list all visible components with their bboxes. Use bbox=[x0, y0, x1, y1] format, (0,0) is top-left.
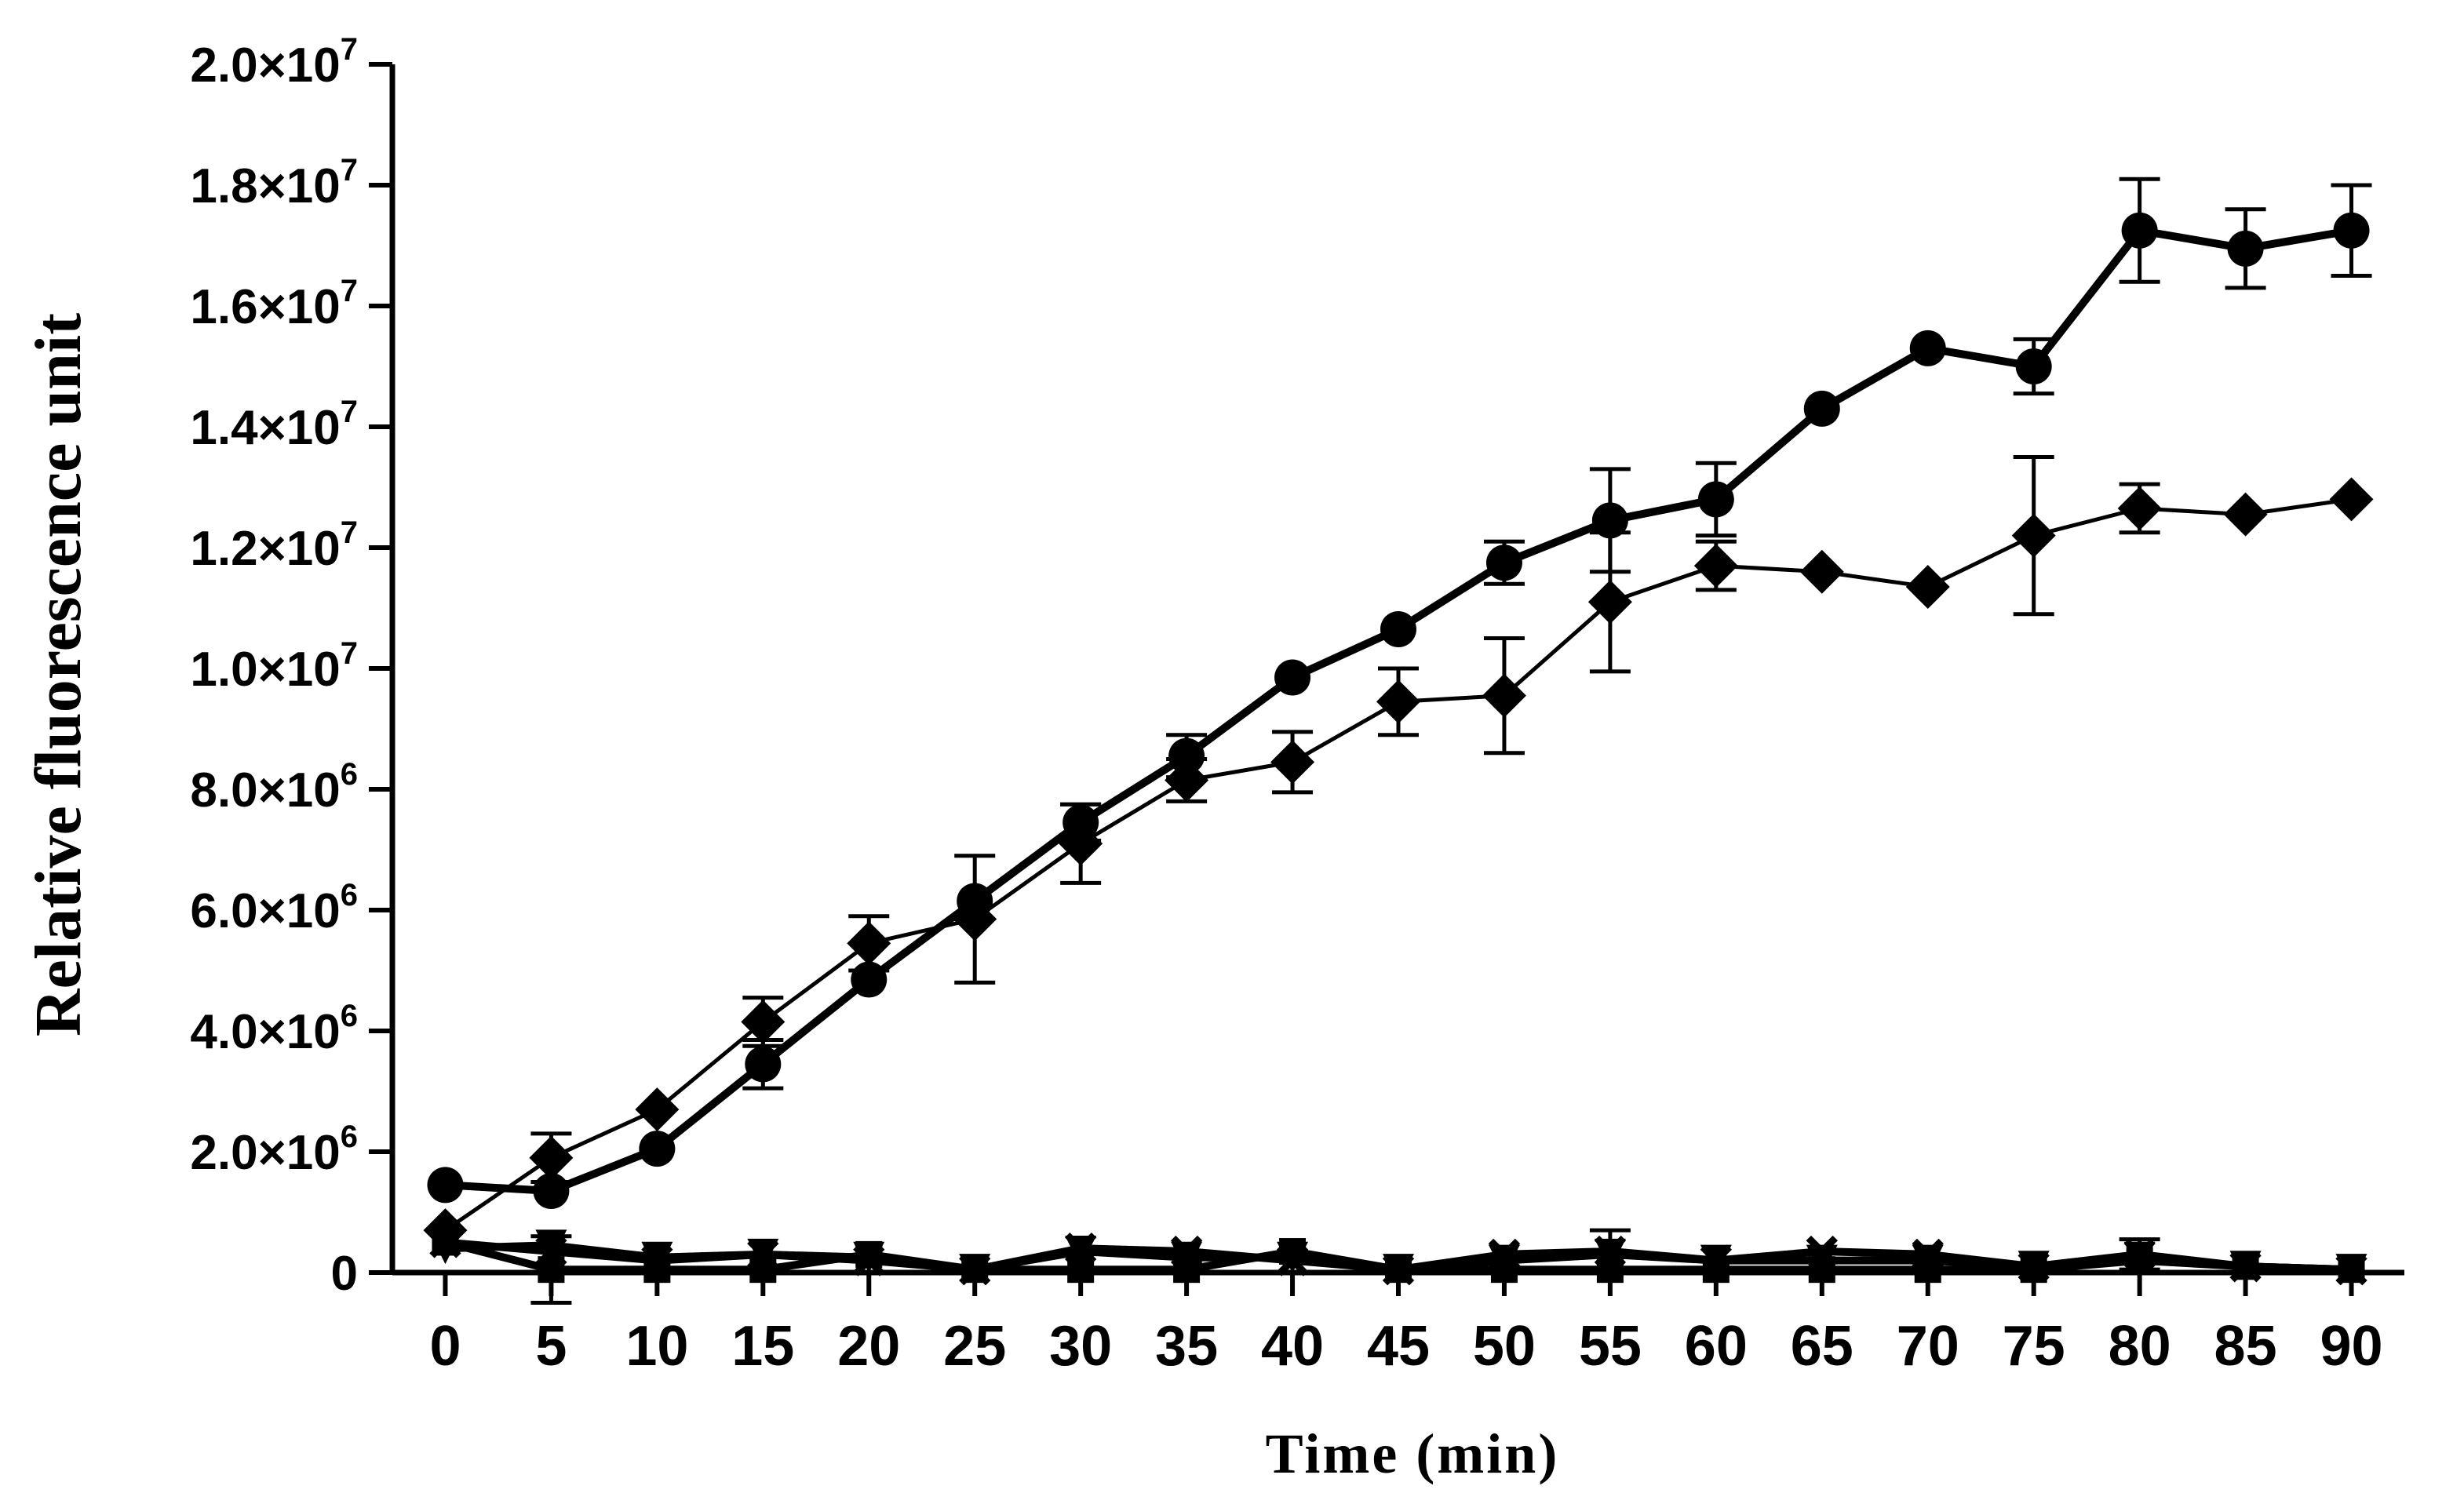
data-point bbox=[635, 1087, 680, 1132]
data-point bbox=[1700, 1244, 1732, 1276]
x-tick-label: 15 bbox=[731, 1315, 794, 1378]
data-point bbox=[1270, 740, 1315, 785]
data-point bbox=[1591, 502, 1628, 539]
data-point bbox=[2015, 348, 2052, 384]
y-tick-label: 1.6×107 bbox=[190, 274, 358, 334]
x-tick-label: 20 bbox=[837, 1315, 900, 1378]
series-circle bbox=[427, 177, 2372, 1210]
data-point bbox=[2123, 1241, 2156, 1273]
data-point bbox=[1059, 821, 1103, 866]
series-line bbox=[444, 497, 2352, 1233]
data-point bbox=[1909, 330, 1946, 366]
data-point bbox=[429, 1233, 461, 1265]
y-tick-label: 8.0×106 bbox=[190, 757, 358, 818]
data-point bbox=[641, 1241, 673, 1273]
y-tick-label: 4.0×106 bbox=[190, 999, 358, 1059]
series-triangle-down bbox=[429, 1229, 2367, 1286]
data-point bbox=[1168, 737, 1205, 774]
data-point bbox=[2121, 212, 2158, 249]
data-point bbox=[1803, 390, 1840, 427]
plot-area bbox=[423, 177, 2374, 1305]
data-point bbox=[1065, 1236, 1097, 1268]
y-tick-label: 0 bbox=[331, 1247, 358, 1301]
data-point bbox=[1905, 565, 1950, 610]
data-point bbox=[1171, 1241, 1203, 1273]
data-point bbox=[959, 1254, 991, 1286]
x-axis: 0 5 10 15 20 25 30 35 40 45 50 55 60 65 70 75 80 85 90 bbox=[392, 1269, 2404, 1378]
data-point bbox=[2011, 513, 2056, 558]
x-tick-label: 75 bbox=[2003, 1315, 2065, 1378]
x-tick-label: 25 bbox=[943, 1315, 1006, 1378]
y-tick-label: 1.4×107 bbox=[190, 395, 358, 455]
y-axis-title: Relative fluorescence unit bbox=[22, 313, 95, 1036]
x-tick-label: 90 bbox=[2320, 1315, 2382, 1378]
x-axis-title: Time (min) bbox=[1266, 1422, 1560, 1485]
series-diamond bbox=[423, 455, 2374, 1253]
data-point bbox=[2333, 212, 2370, 249]
data-point bbox=[1482, 673, 1526, 718]
data-point bbox=[1383, 1254, 1414, 1286]
y-tick-label: 1.0×107 bbox=[190, 636, 358, 697]
data-point bbox=[1912, 1244, 1944, 1276]
x-tick-label: 40 bbox=[1261, 1315, 1324, 1378]
data-point bbox=[1274, 659, 1311, 696]
x-tick-label: 35 bbox=[1155, 1315, 1218, 1378]
data-point bbox=[639, 1131, 676, 1167]
data-point bbox=[1799, 549, 1844, 594]
data-point bbox=[2223, 492, 2268, 537]
x-tick-label: 70 bbox=[1897, 1315, 1959, 1378]
data-point bbox=[1697, 481, 1734, 518]
data-point bbox=[1376, 679, 1420, 724]
data-point bbox=[745, 1046, 782, 1083]
x-tick-label: 60 bbox=[1685, 1315, 1748, 1378]
data-point bbox=[953, 897, 997, 941]
data-point bbox=[1806, 1244, 1838, 1276]
y-tick-label: 6.0×106 bbox=[190, 878, 358, 938]
data-point bbox=[529, 1135, 574, 1180]
x-tick-label: 0 bbox=[429, 1315, 461, 1378]
x-tick-label: 5 bbox=[535, 1315, 567, 1378]
data-point bbox=[2117, 486, 2162, 530]
data-point bbox=[847, 921, 891, 966]
data-point bbox=[1380, 610, 1416, 647]
x-tick-label: 85 bbox=[2214, 1315, 2277, 1378]
data-point bbox=[2329, 477, 2374, 522]
x-tick-label: 55 bbox=[1579, 1315, 1642, 1378]
data-point bbox=[1485, 544, 1522, 581]
data-point bbox=[853, 1241, 885, 1273]
y-tick-label: 2.0×106 bbox=[190, 1120, 358, 1180]
data-point bbox=[1693, 544, 1738, 588]
data-point bbox=[2227, 230, 2264, 267]
y-axis: 0 2.0×106 4.0×106 6.0×106 8.0×106 1.0×107 1.2×… bbox=[190, 32, 395, 1301]
y-tick-label: 1.8×107 bbox=[190, 153, 358, 213]
y-tick-label: 1.2×107 bbox=[190, 515, 358, 576]
data-point bbox=[2335, 1254, 2367, 1286]
data-point bbox=[1277, 1241, 1309, 1273]
data-point bbox=[1488, 1244, 1520, 1276]
x-tick-label: 80 bbox=[2109, 1315, 2171, 1378]
x-tick-label: 45 bbox=[1367, 1315, 1430, 1378]
data-point bbox=[1594, 1238, 1626, 1270]
data-point bbox=[741, 1000, 785, 1044]
data-point bbox=[2017, 1251, 2050, 1283]
data-point bbox=[2229, 1251, 2262, 1283]
y-tick-label: 2.0×107 bbox=[190, 32, 358, 93]
x-tick-label: 50 bbox=[1473, 1315, 1536, 1378]
data-point bbox=[535, 1229, 567, 1262]
x-tick-label: 65 bbox=[1791, 1315, 1853, 1378]
data-point bbox=[747, 1238, 779, 1270]
x-tick-label: 30 bbox=[1049, 1315, 1112, 1378]
data-point bbox=[1587, 580, 1632, 625]
x-tick-label: 10 bbox=[625, 1315, 688, 1378]
data-point bbox=[427, 1167, 464, 1204]
data-point bbox=[1165, 758, 1209, 803]
